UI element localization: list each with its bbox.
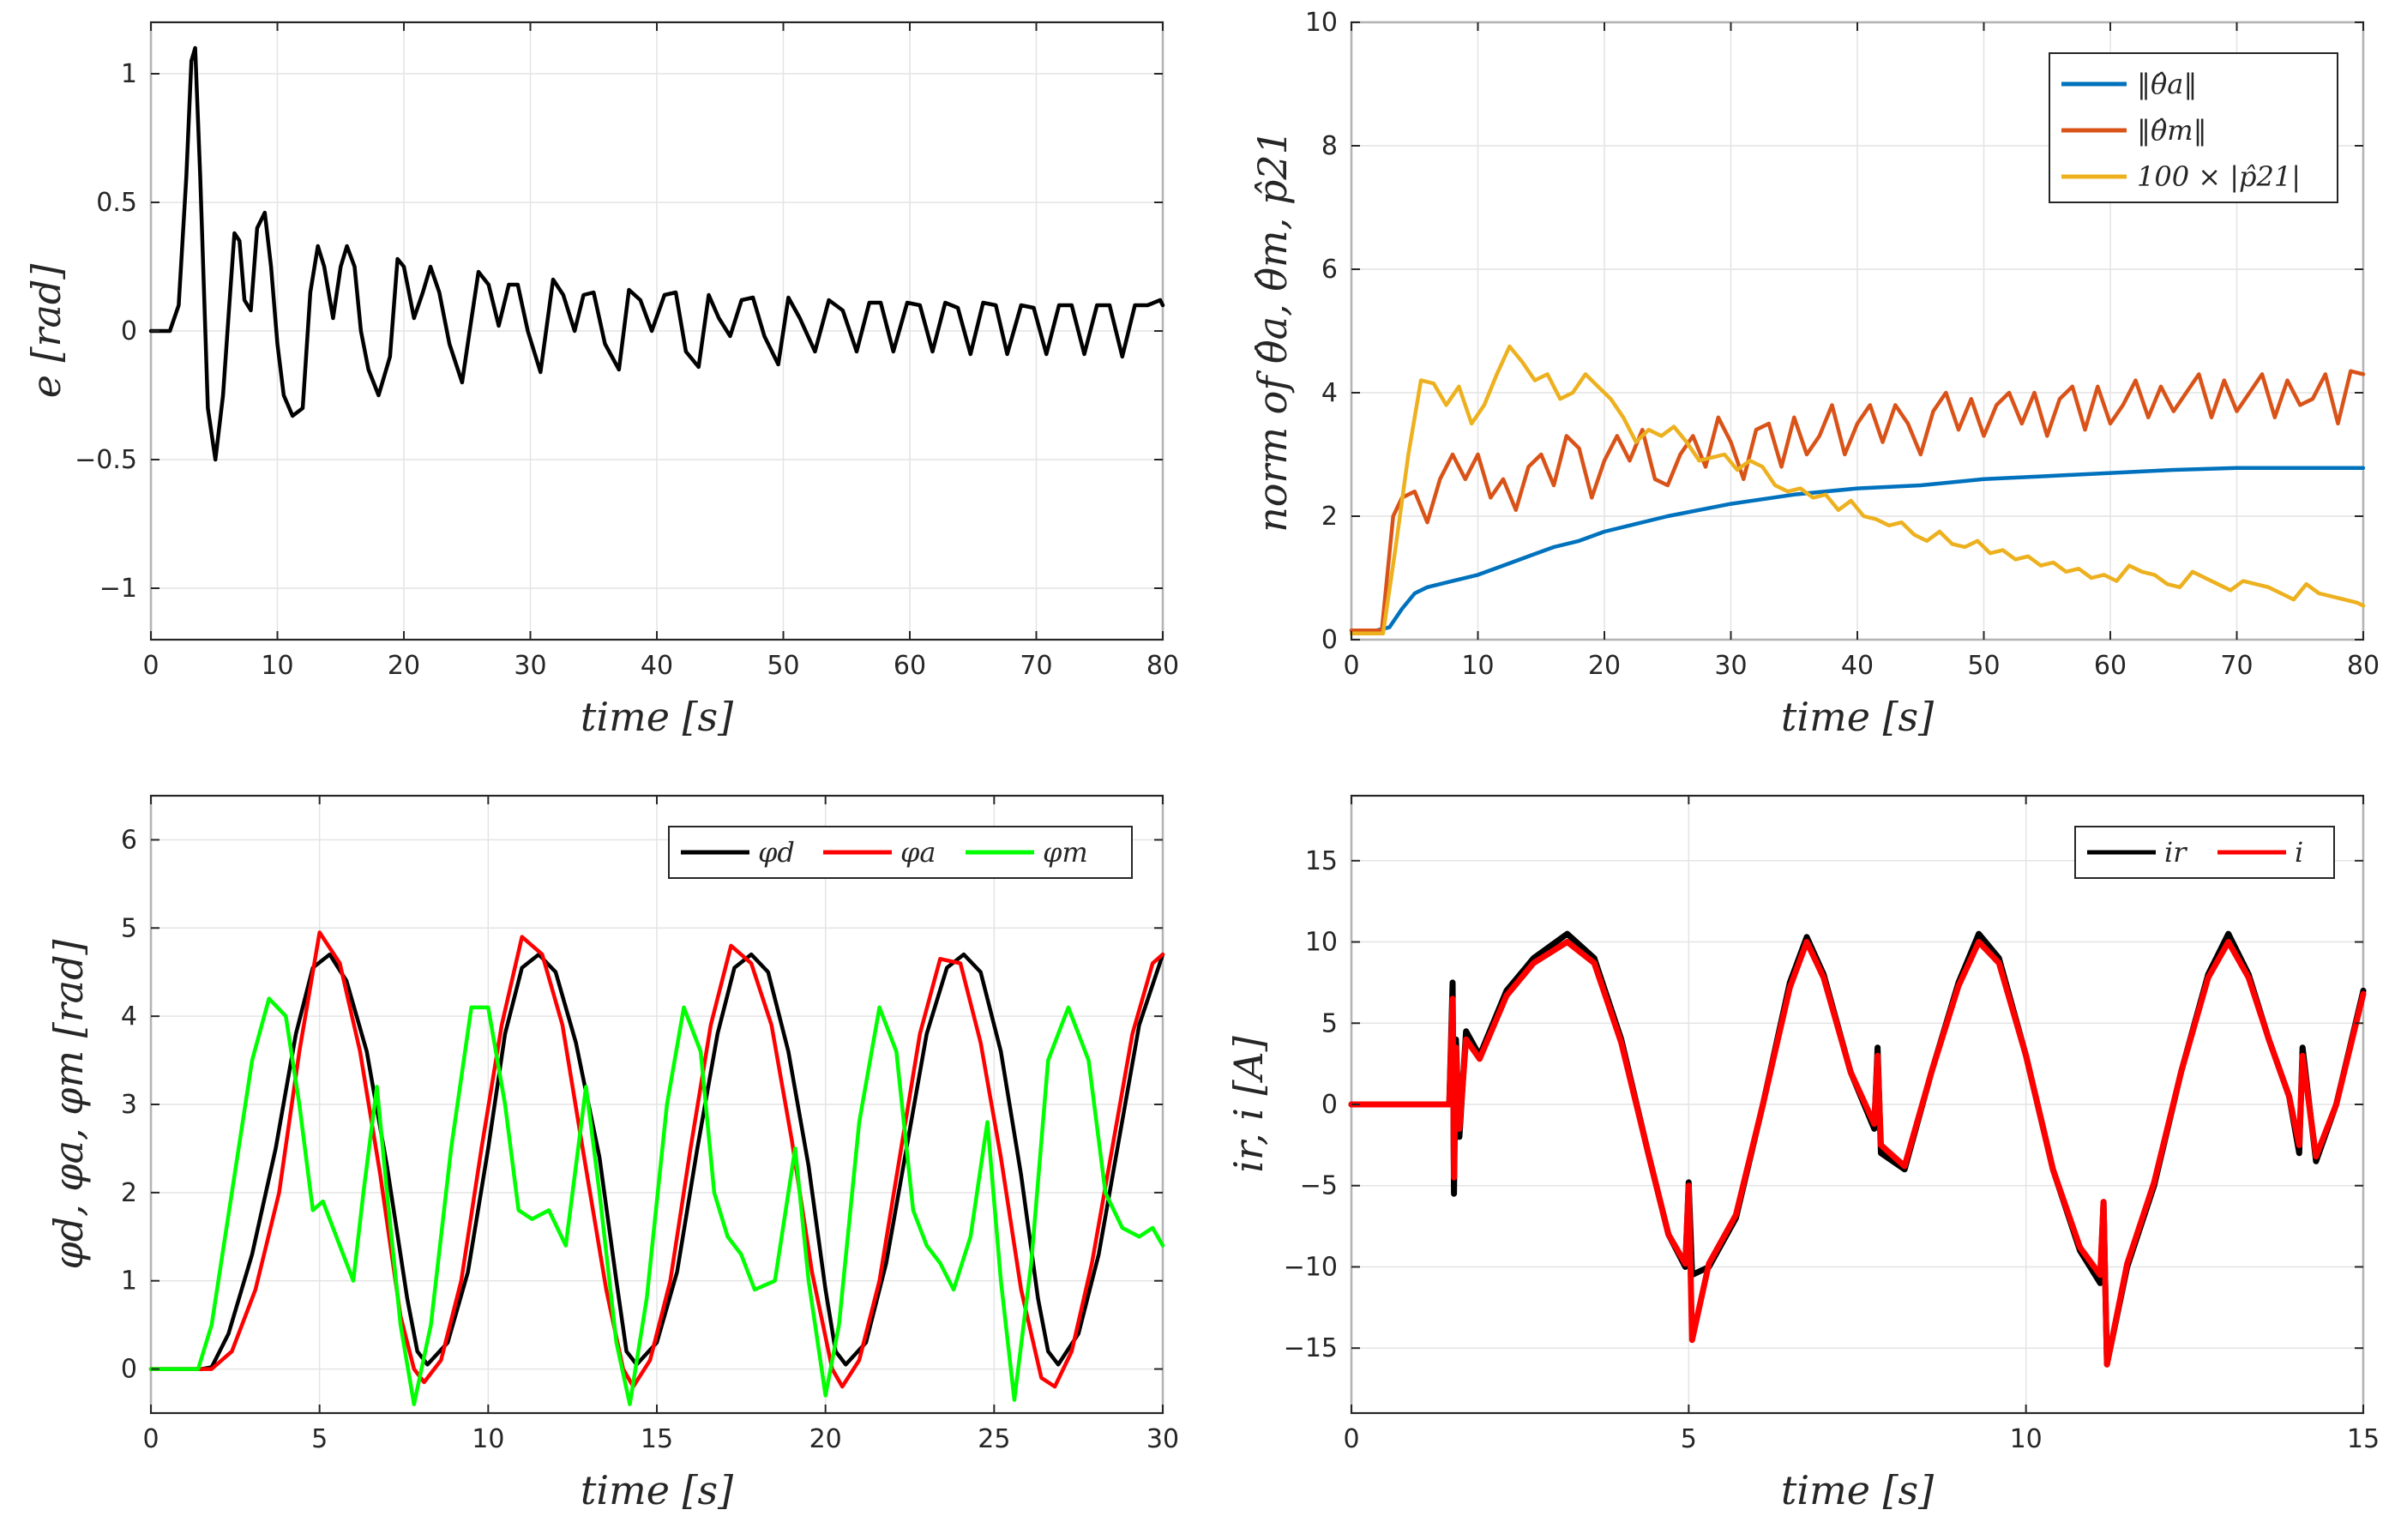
y-tick-label: 0: [1321, 1090, 1338, 1120]
y-tick-label: 4: [121, 1002, 137, 1032]
x-tick-label: 60: [2094, 651, 2127, 681]
x-tick-label: 10: [261, 651, 293, 681]
y-tick-label: 5: [1321, 1008, 1338, 1038]
x-tick-label: 80: [2347, 651, 2380, 681]
y-tick-label: 10: [1305, 928, 1338, 958]
x-tick-label: 30: [1146, 1424, 1179, 1454]
series-layer: [1349, 344, 2366, 636]
x-tick-label: 5: [1681, 1424, 1697, 1454]
series-layer: [1348, 930, 2367, 1368]
series-line-e: [148, 45, 1165, 462]
y-tick-label: 15: [1305, 846, 1338, 876]
y-axis-label: ir, i [A]: [1225, 1036, 1272, 1172]
x-axis-label: time [s]: [1781, 694, 1934, 740]
x-tick-label: 0: [1343, 1424, 1359, 1454]
y-tick-label: 6: [1321, 255, 1338, 285]
x-tick-label: 15: [641, 1424, 673, 1454]
legend: ‖θ̂a‖ ‖θ̂m‖ 100 × |p̂21|: [2049, 52, 2338, 203]
y-tick-label: 6: [121, 825, 137, 855]
tick-layer: 0 5 10 15 −15 −10 −5 0 5 10 15: [1284, 796, 2380, 1454]
x-tick-label: 0: [1343, 651, 1359, 681]
legend-label-ir: ir: [2164, 836, 2187, 869]
x-tick-label: 15: [2347, 1424, 2380, 1454]
y-axis-label: e [rad]: [23, 264, 69, 399]
tick-layer: 0 5 10 15 20 25 30 0 1 2 3 4 5 6: [121, 796, 1179, 1454]
x-tick-label: 20: [809, 1424, 842, 1454]
x-tick-label: 25: [978, 1424, 1010, 1454]
y-tick-label: 5: [121, 913, 137, 943]
series-line--m: [148, 996, 1165, 1406]
grid: [1351, 796, 2364, 1413]
y-tick-label: −15: [1284, 1333, 1338, 1363]
x-tick-label: 50: [767, 651, 799, 681]
legend: φd φa φm: [668, 826, 1133, 879]
x-tick-label: 70: [2220, 651, 2253, 681]
y-tick-label: 0.5: [96, 188, 137, 218]
x-axis-label: time [s]: [581, 1467, 733, 1513]
x-tick-label: 10: [1461, 651, 1494, 681]
x-tick-label: 80: [1146, 651, 1179, 681]
y-tick-label: 3: [121, 1090, 137, 1120]
panel-error: 0 10 20 30 40 50 60 70 80 −1 −0.5 0 0.5 1 time [s] e …: [23, 21, 1179, 740]
x-tick-label: 0: [142, 1424, 159, 1454]
y-tick-label: −0.5: [75, 445, 137, 475]
legend-label-phi-d: φd: [758, 836, 795, 869]
tick-layer: 0 10 20 30 40 50 60 70 80 −1 −0.5 0 0.5 1: [75, 22, 1179, 681]
panel-norms: 0 10 20 30 40 50 60 70 80 0 2 4 6 8 10 time [s] norm o…: [1249, 8, 2380, 740]
tick-layer: 0 10 20 30 40 50 60 70 80 0 2 4 6 8 10: [1305, 8, 2380, 681]
series-line--a: [148, 930, 1165, 1389]
y-tick-label: 0: [121, 1355, 137, 1385]
y-tick-label: −1: [99, 574, 137, 604]
series-layer: [148, 45, 1165, 462]
series-line--d: [148, 952, 1165, 1371]
x-axis-label: time [s]: [1781, 1467, 1934, 1513]
x-tick-label: 30: [1714, 651, 1747, 681]
x-tick-label: 50: [1967, 651, 2000, 681]
series-layer: [148, 930, 1165, 1406]
series-line--m-: [1349, 369, 2366, 633]
series-line-i: [1348, 939, 2367, 1368]
y-tick-label: −5: [1300, 1171, 1338, 1201]
y-axis-label: φd, φa, φm [rad]: [45, 939, 92, 1269]
y-tick-label: 0: [121, 316, 137, 346]
y-tick-label: 0: [1321, 625, 1338, 655]
series-line--a-: [1349, 466, 2366, 633]
x-tick-label: 60: [894, 651, 926, 681]
legend-label-theta-m: ‖θ̂m‖: [2137, 114, 2207, 147]
y-axis-label: norm of θ̂a, θ̂m, p̂21: [1249, 129, 1296, 532]
y-tick-label: 10: [1305, 8, 1338, 38]
legend-label-theta-a: ‖θ̂a‖: [2137, 68, 2197, 100]
grid: [150, 22, 1164, 640]
legend-label-phi-a: φa: [900, 836, 936, 869]
x-tick-label: 20: [1588, 651, 1621, 681]
legend-label-i: i: [2295, 836, 2303, 869]
y-tick-label: 8: [1321, 131, 1338, 161]
y-tick-label: 4: [1321, 378, 1338, 408]
panel-angles: 0 5 10 15 20 25 30 0 1 2 3 4 5 6 time [s] φd, φa, φm …: [45, 794, 1179, 1513]
x-tick-label: 40: [641, 651, 673, 681]
x-tick-label: 30: [514, 651, 546, 681]
x-tick-label: 70: [1020, 651, 1052, 681]
series-line-100-p-21-: [1349, 344, 2366, 636]
legend: ir i: [2074, 826, 2335, 879]
legend-label-phi-m: φm: [1043, 836, 1088, 869]
x-tick-label: 10: [472, 1424, 504, 1454]
y-tick-label: 2: [1321, 502, 1338, 532]
x-tick-label: 10: [2010, 1424, 2043, 1454]
x-axis-label: time [s]: [581, 694, 733, 740]
x-tick-label: 40: [1841, 651, 1874, 681]
y-tick-label: 1: [121, 59, 137, 89]
x-tick-label: 20: [388, 651, 420, 681]
legend-label-p21: 100 × |p̂21|: [2137, 160, 2301, 193]
x-tick-label: 0: [142, 651, 159, 681]
y-tick-label: −10: [1284, 1252, 1338, 1282]
y-tick-label: 2: [121, 1178, 137, 1208]
y-tick-label: 1: [121, 1266, 137, 1296]
x-tick-label: 5: [311, 1424, 328, 1454]
